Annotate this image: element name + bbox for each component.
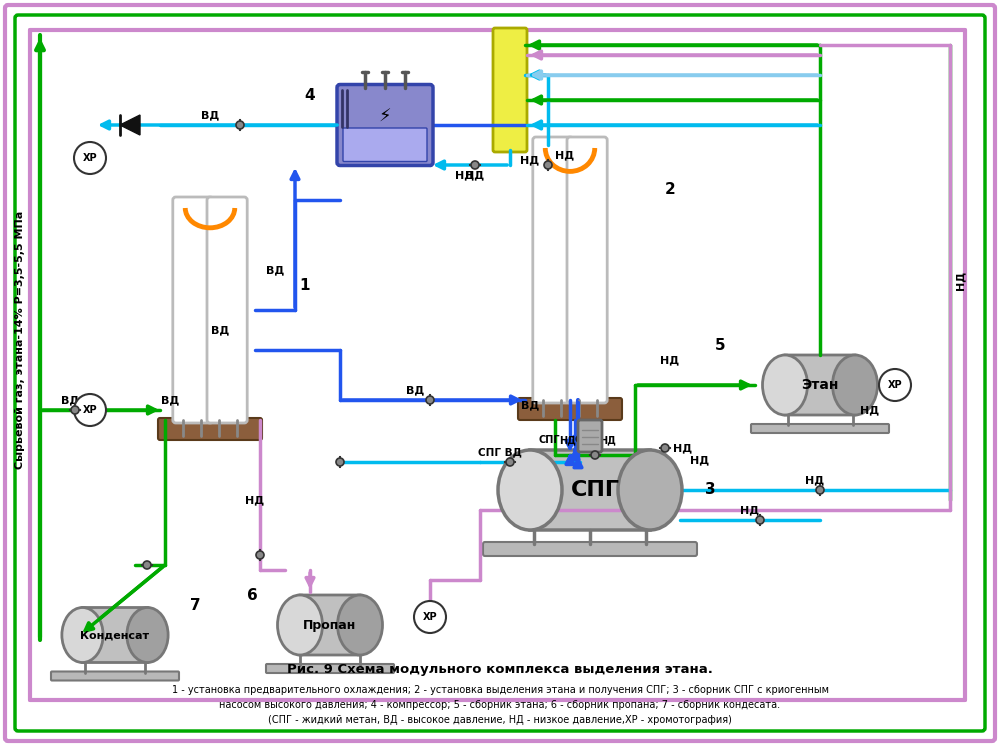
Circle shape xyxy=(756,516,764,524)
Text: НД: НД xyxy=(860,405,880,415)
FancyBboxPatch shape xyxy=(493,28,527,152)
Circle shape xyxy=(236,121,244,129)
Circle shape xyxy=(74,394,106,426)
Ellipse shape xyxy=(618,450,682,530)
Text: СПГ ВД: СПГ ВД xyxy=(478,447,522,457)
FancyBboxPatch shape xyxy=(785,355,855,415)
Text: ВД: ВД xyxy=(266,265,284,275)
Text: 6: 6 xyxy=(247,587,257,602)
Circle shape xyxy=(661,444,669,452)
FancyBboxPatch shape xyxy=(533,137,573,403)
Text: (СПГ - жидкий метан, ВД - высокое давление, НД - низкое давление,ХР - хромотогра: (СПГ - жидкий метан, ВД - высокое давлен… xyxy=(268,715,732,725)
Ellipse shape xyxy=(62,608,103,662)
FancyBboxPatch shape xyxy=(300,595,360,655)
Text: 1 - установка предварительного охлаждения; 2 - установка выделения этана и получ: 1 - установка предварительного охлаждени… xyxy=(172,685,828,695)
Circle shape xyxy=(71,406,79,414)
Text: Конденсат: Конденсат xyxy=(80,630,150,640)
Text: Пропан: Пропан xyxy=(303,619,357,632)
Circle shape xyxy=(816,486,824,494)
Circle shape xyxy=(506,458,514,466)
Text: ВД: ВД xyxy=(406,385,424,395)
FancyBboxPatch shape xyxy=(518,398,622,420)
Circle shape xyxy=(336,458,344,466)
FancyBboxPatch shape xyxy=(483,542,697,556)
FancyBboxPatch shape xyxy=(51,671,179,680)
Text: НД: НД xyxy=(690,455,710,465)
Ellipse shape xyxy=(127,608,168,662)
FancyBboxPatch shape xyxy=(266,664,394,673)
Text: ХР: ХР xyxy=(83,153,97,163)
Text: НД: НД xyxy=(660,355,680,365)
Text: ВД: ВД xyxy=(201,110,219,120)
FancyBboxPatch shape xyxy=(530,450,650,530)
Circle shape xyxy=(74,142,106,174)
Ellipse shape xyxy=(763,355,808,415)
FancyBboxPatch shape xyxy=(567,137,607,403)
FancyBboxPatch shape xyxy=(82,608,148,662)
Text: НД: НД xyxy=(555,150,575,160)
Text: 2: 2 xyxy=(665,182,675,197)
FancyBboxPatch shape xyxy=(751,424,889,433)
Text: ХР: ХР xyxy=(83,405,97,415)
FancyBboxPatch shape xyxy=(337,85,433,166)
Text: НД: НД xyxy=(520,155,540,165)
Text: Этан: Этан xyxy=(801,378,839,392)
Text: НД: НД xyxy=(465,170,485,180)
Circle shape xyxy=(471,161,479,169)
FancyBboxPatch shape xyxy=(343,128,427,161)
Text: ВД: ВД xyxy=(521,400,539,410)
Text: Рис. 9 Схема модульного комплекса выделения этана.: Рис. 9 Схема модульного комплекса выделе… xyxy=(287,664,713,676)
Text: НД: НД xyxy=(455,170,475,180)
Text: ⚡: ⚡ xyxy=(379,108,391,126)
Text: 5: 5 xyxy=(715,338,725,352)
Text: НД: НД xyxy=(740,505,760,515)
FancyBboxPatch shape xyxy=(158,418,262,440)
FancyBboxPatch shape xyxy=(173,197,213,423)
Circle shape xyxy=(143,561,151,569)
Text: насосом высокого давления; 4 - компрессор; 5 - сборник этана; 6 - сборник пропан: насосом высокого давления; 4 - компрессо… xyxy=(219,700,781,710)
Ellipse shape xyxy=(498,450,562,530)
Circle shape xyxy=(591,451,599,459)
Polygon shape xyxy=(120,115,140,135)
Text: НД: НД xyxy=(560,435,576,445)
Circle shape xyxy=(414,601,446,633)
Text: СПГ: СПГ xyxy=(538,435,560,445)
Circle shape xyxy=(256,551,264,559)
Text: СПГ: СПГ xyxy=(574,435,596,445)
FancyBboxPatch shape xyxy=(207,197,247,423)
FancyBboxPatch shape xyxy=(578,420,602,452)
Text: НД: НД xyxy=(955,271,965,290)
Circle shape xyxy=(426,396,434,404)
Text: 3: 3 xyxy=(705,482,715,497)
Text: НД: НД xyxy=(673,443,693,453)
Circle shape xyxy=(879,369,911,401)
Text: ХР: ХР xyxy=(888,380,902,390)
Text: Сырьевой газ, этана-14% P=3,5-5,5 МПа: Сырьевой газ, этана-14% P=3,5-5,5 МПа xyxy=(15,211,25,470)
Text: НД: НД xyxy=(245,495,265,505)
Text: НД: НД xyxy=(805,475,825,485)
Circle shape xyxy=(544,161,552,169)
Text: ВД: ВД xyxy=(211,325,229,335)
Text: СПГ: СПГ xyxy=(570,480,620,500)
Text: 7: 7 xyxy=(190,598,200,613)
Ellipse shape xyxy=(338,595,382,655)
Ellipse shape xyxy=(832,355,878,415)
Text: ХР: ХР xyxy=(423,612,437,622)
Ellipse shape xyxy=(278,595,322,655)
Text: 4: 4 xyxy=(305,88,315,103)
Text: ВД: ВД xyxy=(161,395,179,405)
Text: ВД: ВД xyxy=(61,395,79,405)
Text: 1: 1 xyxy=(300,278,310,292)
Text: НД: НД xyxy=(600,435,616,445)
